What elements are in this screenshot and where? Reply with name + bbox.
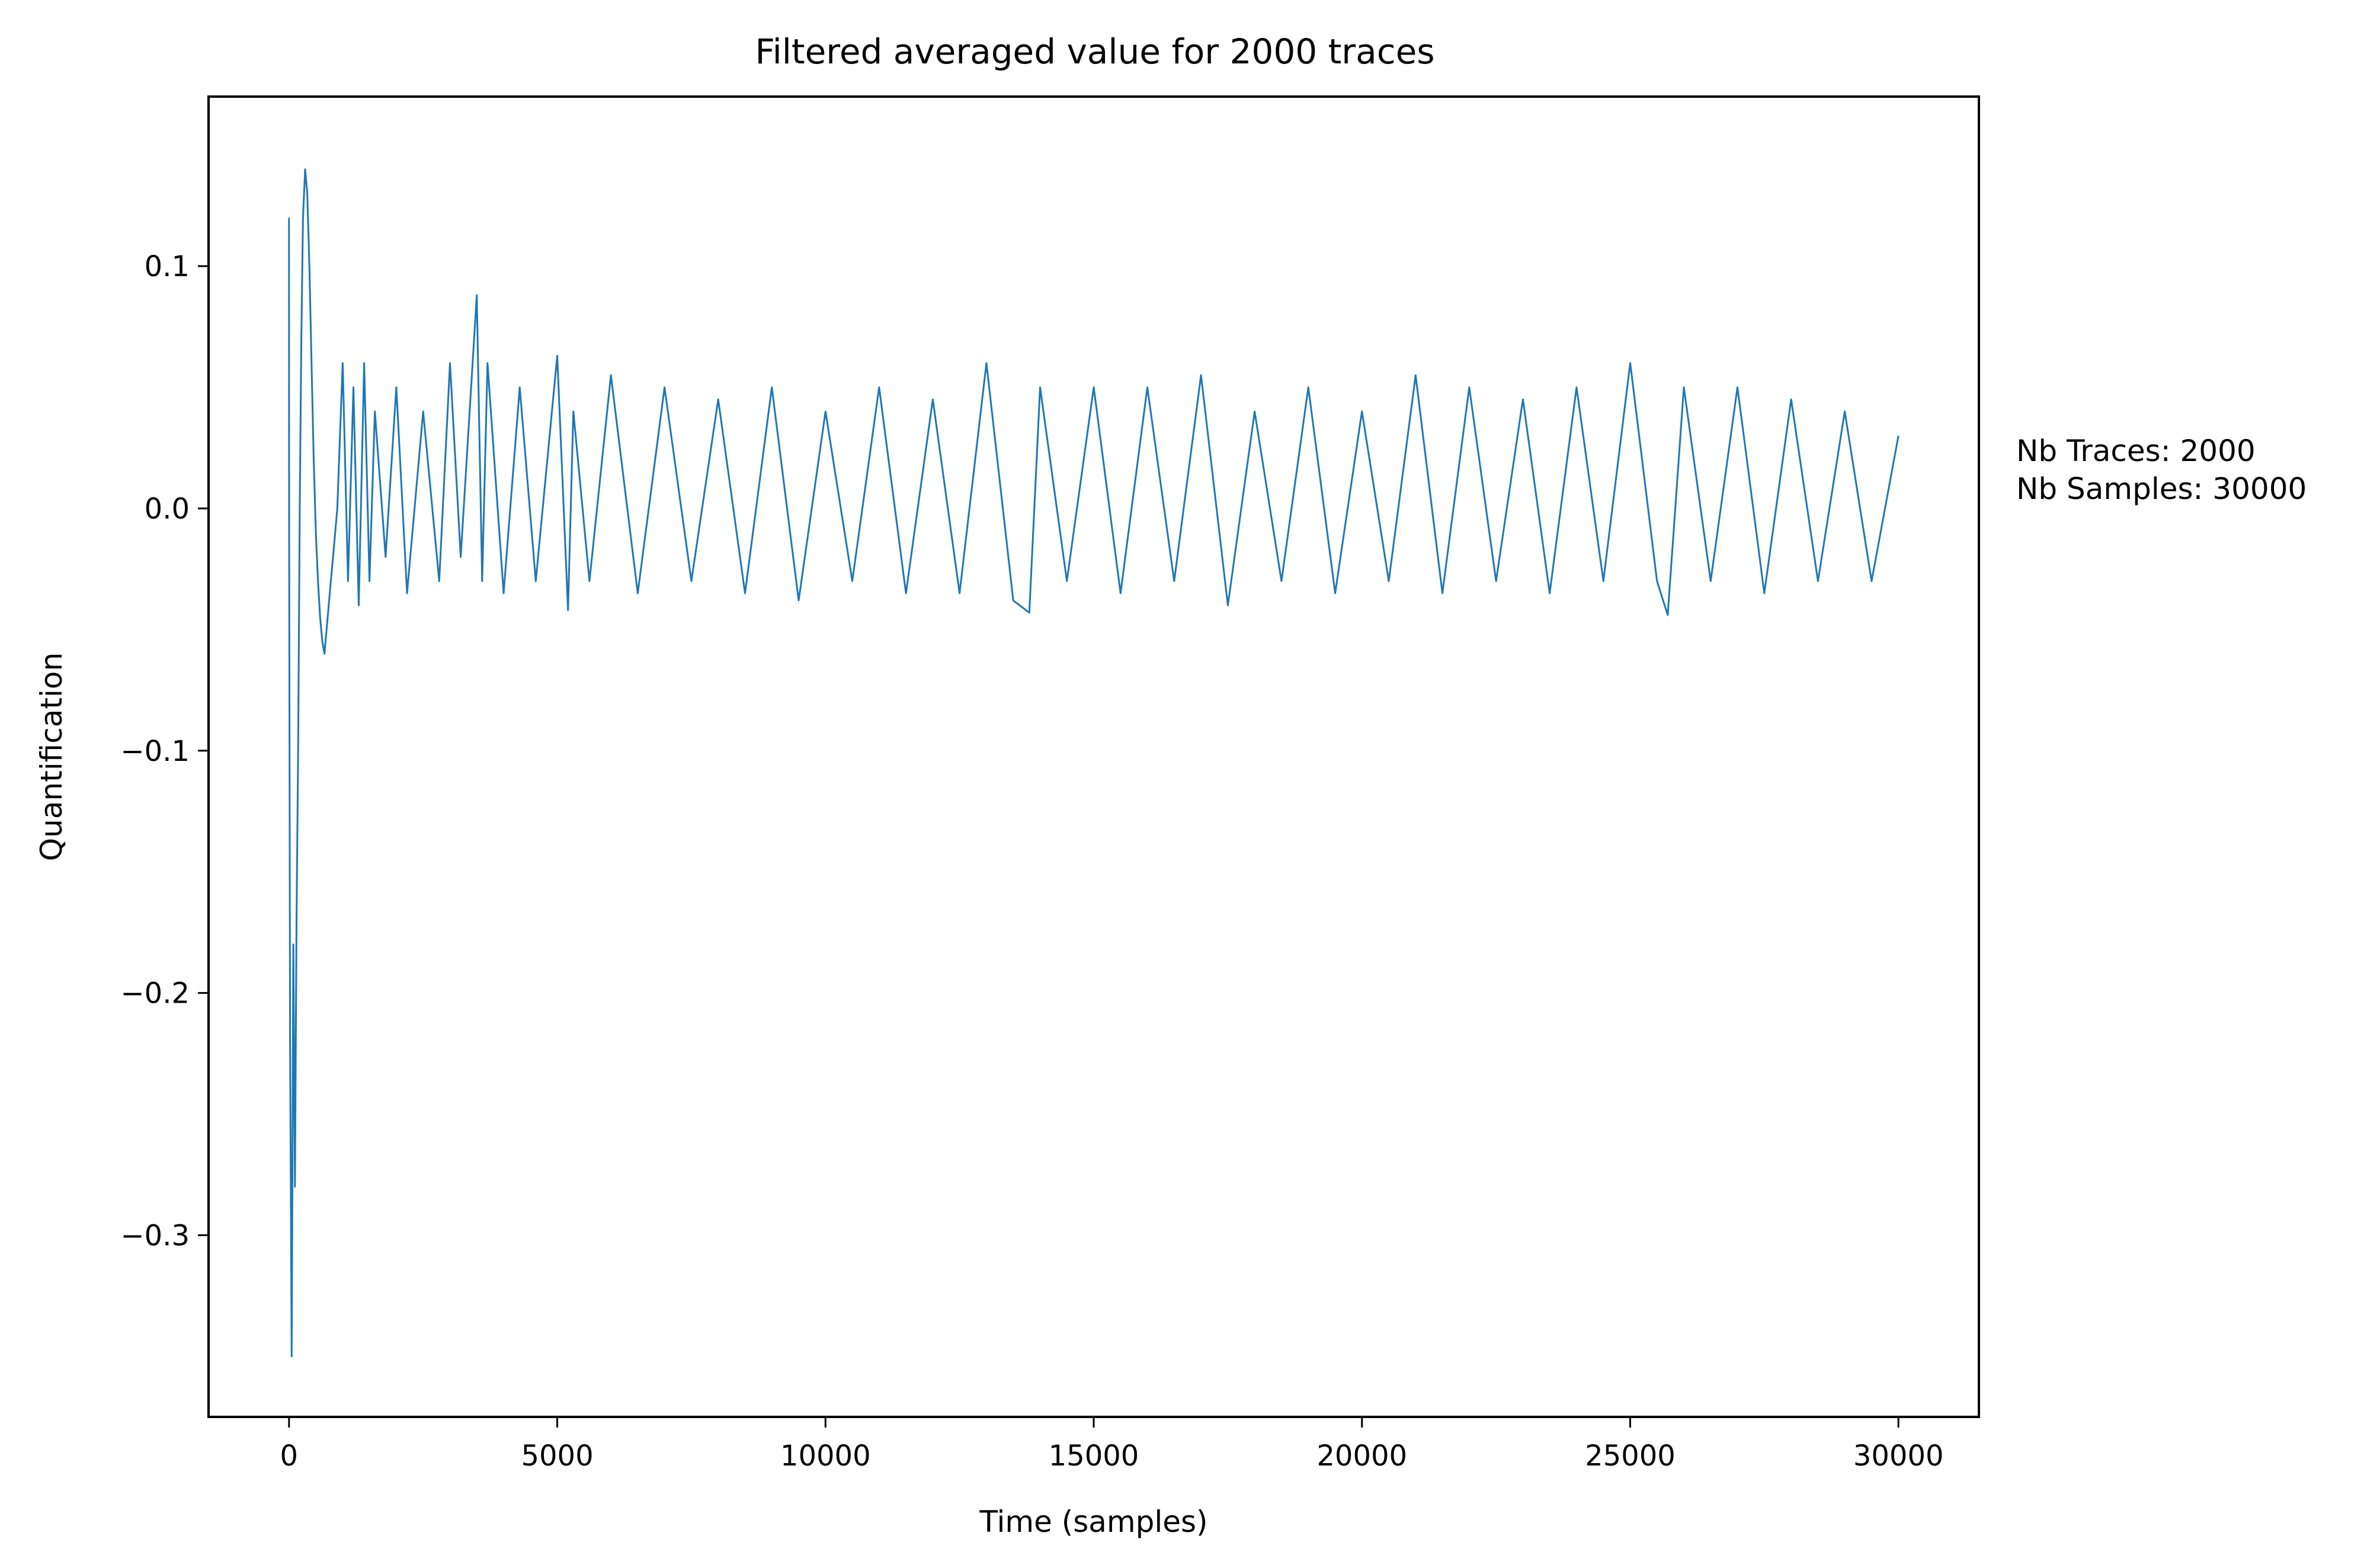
- annotation-nb-samples: Nb Samples: 30000: [2016, 472, 2307, 506]
- annotation-nb-traces: Nb Traces: 2000: [2016, 434, 2256, 468]
- y-tick-label: −0.2: [120, 977, 190, 1010]
- y-axis-label: Quantification: [34, 652, 69, 861]
- chart-title: Filtered averaged value for 2000 traces: [755, 31, 1434, 72]
- x-tick-label: 0: [280, 1439, 299, 1473]
- x-tick-label: 15000: [1049, 1439, 1139, 1473]
- x-tick-label: 25000: [1585, 1439, 1676, 1473]
- series-line-0: [288, 168, 1899, 1358]
- y-tick-label: 0.1: [145, 250, 190, 283]
- y-axis: 0.1 0.0 −0.1 −0.2 −0.3: [120, 250, 209, 1252]
- x-tick-label: 5000: [521, 1439, 593, 1473]
- y-tick-label: −0.1: [120, 735, 190, 768]
- x-tick-label: 30000: [1853, 1439, 1944, 1473]
- y-tick-label: −0.3: [120, 1219, 190, 1252]
- x-tick-label: 10000: [780, 1439, 871, 1473]
- x-axis: 0 5000 10000 15000 20000 25000 30000: [280, 1417, 1944, 1473]
- series-layer: [288, 168, 1899, 1358]
- x-tick-label: 20000: [1316, 1439, 1407, 1473]
- x-axis-label: Time (samples): [979, 1505, 1207, 1539]
- y-tick-label: 0.0: [145, 492, 190, 526]
